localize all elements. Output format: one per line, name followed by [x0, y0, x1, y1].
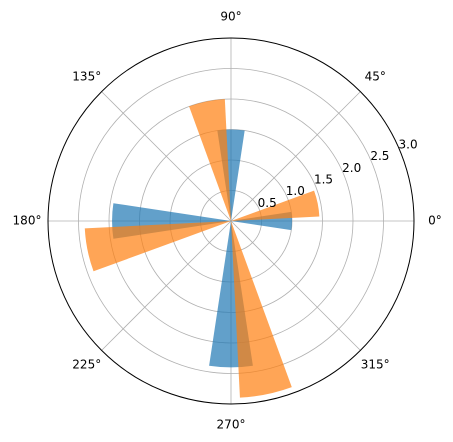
polar-spine — [47, 37, 415, 405]
grid-spoke — [230, 91, 361, 222]
x-tick-label: 0° — [428, 214, 442, 228]
x-tick-label: 135° — [72, 69, 101, 83]
bar — [189, 99, 231, 221]
y-tick-label: 1.5 — [314, 172, 333, 186]
x-tick-label: 315° — [361, 358, 390, 372]
y-tick-label: 2.0 — [342, 161, 361, 175]
x-tick-label: 225° — [72, 358, 101, 372]
y-tick-label: 3.0 — [399, 137, 418, 151]
y-tick-label: 0.5 — [258, 196, 277, 210]
y-tick-label: 1.0 — [286, 184, 305, 198]
grid-spoke — [101, 91, 232, 222]
bar — [231, 221, 292, 398]
bar — [231, 190, 320, 221]
y-tick-label: 2.5 — [370, 149, 389, 163]
x-tick-label: 90° — [220, 10, 241, 24]
grid-spoke — [230, 220, 361, 351]
x-tick-label: 270° — [217, 418, 246, 432]
bar — [84, 221, 232, 272]
x-tick-label: 180° — [13, 214, 42, 228]
x-tick-label: 45° — [365, 69, 386, 83]
grid-spoke — [101, 220, 232, 351]
